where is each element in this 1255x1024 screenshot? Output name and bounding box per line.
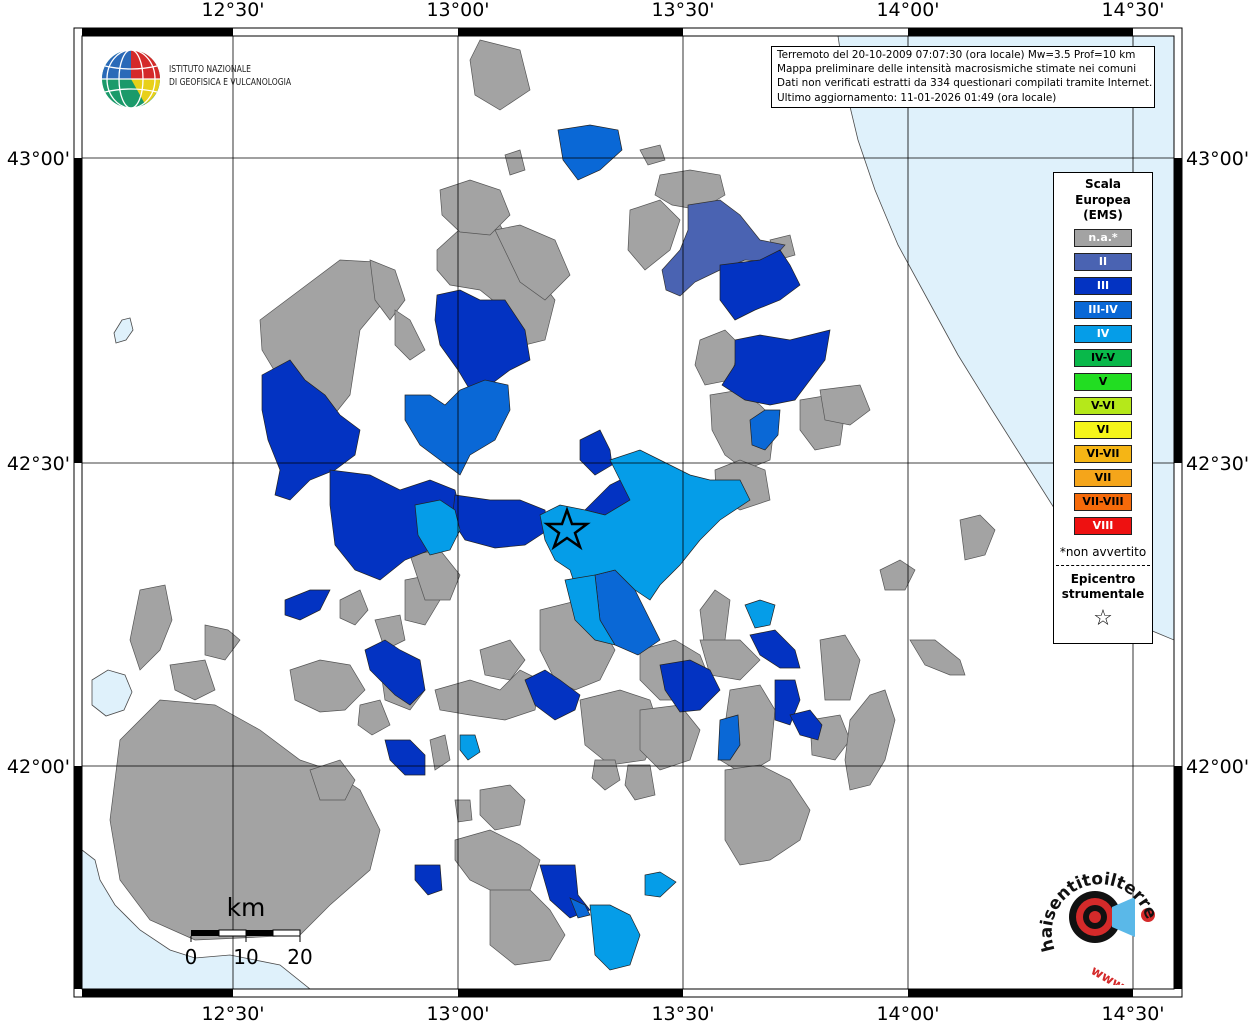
scale-label-20: 20 <box>287 945 312 969</box>
event-info-line1: Terremoto del 20-10-2009 07:07:30 (ora l… <box>777 49 1136 61</box>
lat-tick-right-3: 42°00' <box>1186 756 1249 778</box>
event-info-line4: Ultimo aggiornamento: 11-01-2026 01:49 (… <box>777 91 1057 104</box>
lon-tick-top-1: 12°30' <box>201 0 264 21</box>
lat-tick-left-1: 43°00' <box>7 148 70 170</box>
epicentre-star <box>543 506 591 551</box>
areas-iv <box>414 449 776 971</box>
lon-tick-top-4: 14°00' <box>876 0 939 21</box>
map-frame <box>73 27 1183 998</box>
legend-note: *non avvertito <box>1059 544 1147 559</box>
legend-item: VI-VII <box>1074 444 1132 463</box>
legend-item: VII-VIII <box>1074 492 1132 511</box>
hsit-logo: haisentitoilterremoto.it www. <box>1030 855 1161 985</box>
lat-tick-right-2: 42°30' <box>1186 453 1249 475</box>
lat-tick-right-1: 43°00' <box>1186 148 1249 170</box>
event-info-line2: Mappa preliminare delle intensità macros… <box>777 63 1137 76</box>
lon-tick-bottom-5: 14°30' <box>1101 1003 1164 1024</box>
legend-items: n.a.* II III III-IV IV IV-V V V-VI VI VI-VII VII VI… <box>1054 228 1152 535</box>
lon-tick-top-5: 14°30' <box>1101 0 1164 21</box>
legend-epicentre-line2: strumentale <box>1061 586 1145 601</box>
legend-item: VIII <box>1074 516 1132 535</box>
legend-item: n.a.* <box>1074 228 1132 247</box>
lon-tick-bottom-3: 13°30' <box>651 1003 714 1024</box>
legend-title-line3: (EMS) <box>1083 208 1123 222</box>
legend-item: IV-V <box>1074 348 1132 367</box>
legend-item: IV <box>1074 324 1132 343</box>
lon-tick-bottom-2: 13°00' <box>426 1003 489 1024</box>
legend-epicentre: Epicentro strumentale <box>1054 572 1152 602</box>
event-info-line3: Dati non verificati estratti da 334 ques… <box>777 77 1153 90</box>
lake-bolsena <box>91 669 133 717</box>
ingv-name-line1: ISTITUTO NAZIONALE <box>169 64 251 75</box>
legend-star-icon: ☆ <box>1093 605 1113 631</box>
lon-tick-bottom-4: 14°00' <box>876 1003 939 1024</box>
lon-tick-top-3: 13°30' <box>651 0 714 21</box>
legend-item: VII <box>1074 468 1132 487</box>
legend-item: V-VI <box>1074 396 1132 415</box>
lat-tick-left-2: 42°30' <box>7 453 70 475</box>
legend-item: VI <box>1074 420 1132 439</box>
ems-legend: Scala Europea (EMS) n.a.* II III III-IV IV IV… <box>1053 172 1153 644</box>
legend-title-line2: Europea <box>1075 192 1131 207</box>
event-info-box: Terremoto del 20-10-2009 07:07:30 (ora l… <box>771 46 1155 108</box>
lon-tick-top-2: 13°00' <box>426 0 489 21</box>
municipalities-na <box>109 39 996 966</box>
legend-epicentre-line1: Epicentro <box>1070 571 1136 586</box>
scale-label-10: 10 <box>233 945 258 969</box>
legend-divider <box>1056 564 1150 566</box>
scale-unit: km <box>227 893 266 922</box>
scale-bar <box>190 929 301 942</box>
areas-iii <box>261 249 831 919</box>
lake-trasimeno <box>113 317 134 344</box>
legend-item: II <box>1074 252 1132 271</box>
legend-title-line1: Scala <box>1084 177 1122 191</box>
ingv-name-line2: DI GEOFISICA E VULCANOLOGIA <box>169 77 292 88</box>
legend-item: III <box>1074 276 1132 295</box>
ingv-globe-icon <box>102 49 160 109</box>
lon-tick-bottom-1: 12°30' <box>201 1003 264 1024</box>
legend-title: Scala Europea (EMS) <box>1054 177 1152 224</box>
scale-label-0: 0 <box>185 945 198 969</box>
hsit-prefix: www. <box>1088 963 1130 985</box>
legend-item: V <box>1074 372 1132 391</box>
tyrrhenian-sea <box>82 849 311 989</box>
areas-iii-iv <box>404 124 781 919</box>
ingv-name: ISTITUTO NAZIONALE DI GEOFISICA E VULCAN… <box>169 63 291 89</box>
legend-item: III-IV <box>1074 300 1132 319</box>
lat-tick-left-3: 42°00' <box>7 756 70 778</box>
